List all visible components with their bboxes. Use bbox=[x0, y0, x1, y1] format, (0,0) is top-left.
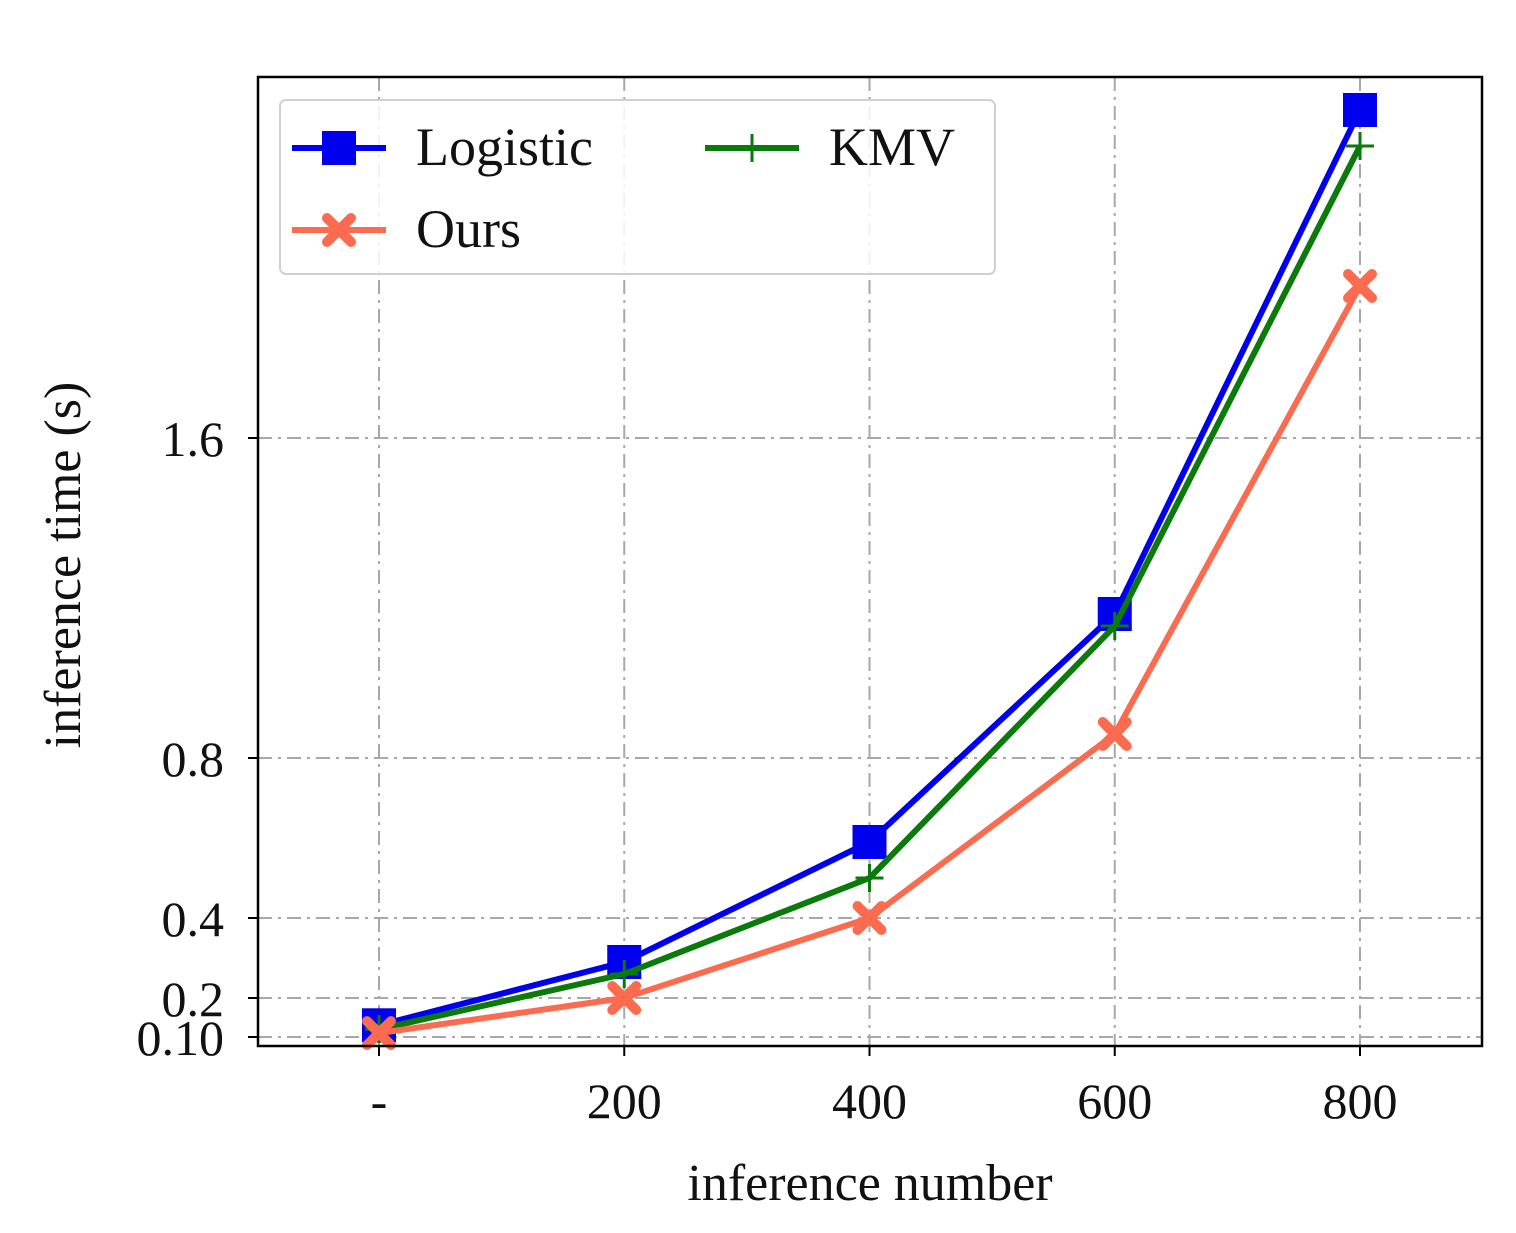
legend-item-kmv: KMV bbox=[705, 117, 955, 177]
grid bbox=[258, 77, 1482, 1046]
data-point-ours-0 bbox=[362, 1016, 396, 1051]
x-axis: - 200 400 600 800 bbox=[371, 1046, 1398, 1129]
y-axis-title: inference time (s) bbox=[35, 382, 92, 749]
data-point-ours-3 bbox=[1097, 717, 1132, 751]
legend-label-logistic: Logistic bbox=[416, 117, 593, 177]
y-axis: 0.100.2 0.4 0.8 1.6 bbox=[137, 411, 258, 1066]
x-tick-label: 800 bbox=[1323, 1073, 1398, 1129]
legend-marker-ours bbox=[322, 213, 356, 247]
x-tick-label: 200 bbox=[587, 1073, 662, 1129]
legend-box bbox=[279, 99, 996, 275]
data-point-ours-1 bbox=[607, 981, 642, 1015]
y-tick-label: 0.2 bbox=[162, 971, 225, 1027]
data-point-ours-2 bbox=[852, 901, 887, 935]
series-layer bbox=[362, 93, 1377, 1051]
data-point-kmv-1 bbox=[610, 960, 639, 988]
legend-item-ours: Ours bbox=[292, 199, 521, 259]
legend-marker-logistic bbox=[322, 131, 356, 165]
legend-label-ours: Ours bbox=[416, 199, 521, 259]
legend: Logistic Ours KMV bbox=[279, 99, 996, 275]
data-point-kmv-4 bbox=[1346, 132, 1374, 160]
data-point-kmv-3 bbox=[1100, 612, 1129, 640]
x-axis-title: inference number bbox=[687, 1155, 1052, 1212]
data-point-ours-4 bbox=[1343, 269, 1377, 303]
legend-item-logistic: Logistic bbox=[292, 117, 593, 177]
y-tick-label: 1.6 bbox=[162, 411, 225, 467]
legend-label-kmv: KMV bbox=[829, 117, 955, 177]
legend-marker-kmv bbox=[738, 134, 766, 162]
y-tick-label: 0.8 bbox=[162, 731, 225, 787]
y-tick-label: 0.4 bbox=[162, 891, 225, 947]
x-tick-label: - bbox=[371, 1073, 388, 1129]
data-point-kmv-2 bbox=[855, 864, 884, 892]
data-point-logistic-2 bbox=[852, 825, 887, 859]
data-point-logistic-4 bbox=[1343, 93, 1377, 127]
x-tick-label: 400 bbox=[832, 1073, 907, 1129]
x-tick-label: 600 bbox=[1077, 1073, 1152, 1129]
y-tick-label: 0.10 bbox=[137, 1010, 225, 1066]
